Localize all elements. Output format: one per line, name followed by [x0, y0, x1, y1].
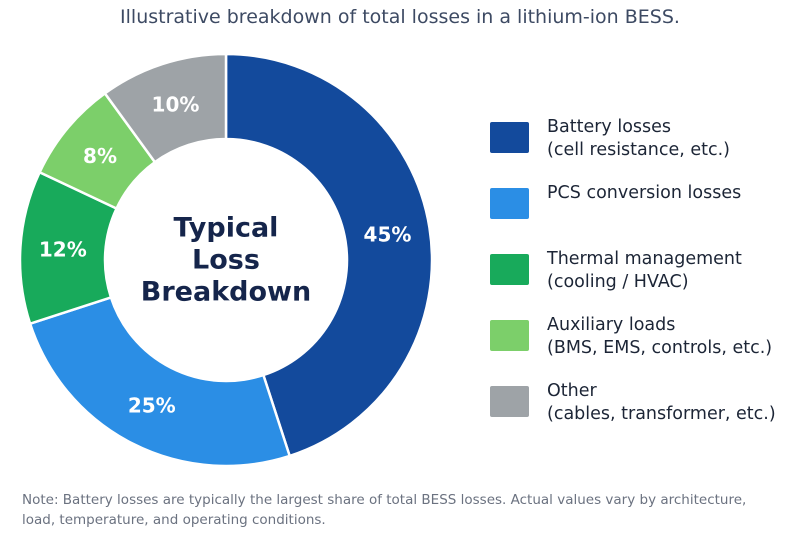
legend-label-line: (cell resistance, etc.) [547, 140, 731, 160]
donut-slice [28, 295, 292, 468]
legend-item: Auxiliary loads (BMS, EMS, controls, etc.… [490, 314, 790, 380]
legend-label-line: Other [547, 381, 597, 401]
slice-data-label: 25% [128, 394, 176, 418]
chart-subtitle: Illustrative breakdown of total losses i… [120, 6, 680, 28]
legend-label: Auxiliary loads (BMS, EMS, controls, etc.… [547, 314, 772, 360]
legend-swatch [490, 188, 529, 219]
center-label-line: Typical [174, 213, 279, 244]
legend-label-line: Thermal management [547, 249, 742, 269]
legend-swatch [490, 122, 529, 153]
legend-label: Battery losses (cell resistance, etc.) [547, 116, 730, 162]
slice-data-label: 10% [152, 93, 200, 117]
legend-item: Thermal management (cooling / HVAC) [490, 248, 790, 314]
legend-item: PCS conversion losses [490, 182, 790, 248]
legend-swatch [490, 386, 529, 417]
center-label-line: Loss [192, 245, 260, 276]
legend-label-line: PCS conversion losses [547, 183, 742, 203]
legend-item: Battery losses (cell resistance, etc.) [490, 116, 790, 182]
legend-label-line: Battery losses [547, 117, 672, 137]
center-label-line: Breakdown [141, 277, 311, 308]
legend-label-line: (cooling / HVAC) [547, 272, 689, 292]
donut-slice [103, 52, 228, 164]
legend-swatch [490, 320, 529, 351]
legend-label: Other (cables, transformer, etc.) [547, 380, 776, 426]
legend-label-line: (BMS, EMS, controls, etc.) [547, 338, 773, 358]
legend-swatch [490, 254, 529, 285]
note-line: Note: Battery losses are typically the l… [22, 492, 747, 508]
legend-label-line: Auxiliary loads [547, 315, 676, 335]
donut-slice [224, 52, 434, 458]
legend-label: Thermal management (cooling / HVAC) [547, 248, 742, 294]
chart-legend: Battery losses (cell resistance, etc.) PCS… [490, 116, 790, 446]
chart-note: Note: Battery losses are typically the l… [22, 490, 792, 530]
slice-data-label: 45% [364, 222, 412, 246]
legend-label: PCS conversion losses [547, 182, 741, 205]
note-line: load, temperature, and operating conditi… [22, 512, 326, 528]
legend-item: Other (cables, transformer, etc.) [490, 380, 790, 446]
slice-data-label: 12% [39, 238, 87, 262]
legend-label-line: (cables, transformer, etc.) [547, 404, 776, 424]
slice-data-label: 8% [83, 144, 117, 168]
